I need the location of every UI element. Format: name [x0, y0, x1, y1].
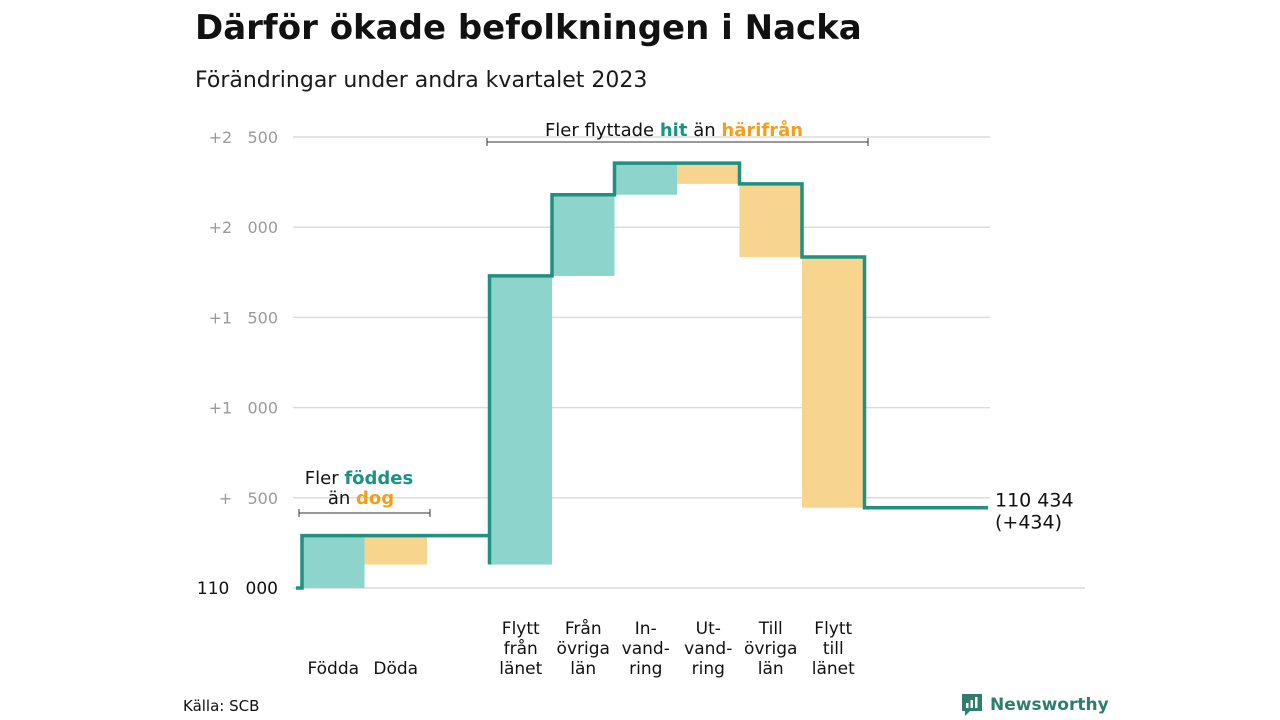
end-value-text: 110 434: [995, 490, 1074, 512]
annotations: Fler föddes än dog Fler flyttade hit än …: [298, 119, 869, 517]
grid-lines: [293, 136, 1085, 589]
brand: Newsworthy: [960, 692, 1109, 718]
x-category-label: Till: [758, 619, 783, 639]
chart-title: Därför ökade befolkningen i Nacka: [195, 8, 862, 48]
bar-increase: [489, 275, 552, 565]
bar-decrease: [739, 183, 802, 257]
x-category-label: ring: [692, 659, 725, 679]
x-category-label: länet: [812, 659, 855, 679]
y-tick-label: +2 500: [209, 128, 278, 147]
bar-decrease: [677, 163, 740, 184]
x-category-label: Från: [565, 618, 602, 639]
x-category-label: Flytt: [502, 619, 540, 639]
x-category-label: län: [570, 659, 596, 679]
x-category-label: In-: [635, 619, 657, 639]
bar-decrease: [802, 256, 865, 508]
births-highlight: föddes: [344, 468, 413, 489]
x-category-label: län: [758, 659, 784, 679]
y-tick-label: 110 000: [197, 579, 278, 599]
bar-increase: [302, 535, 365, 588]
y-tick-label: +1 000: [209, 399, 278, 418]
x-category-label: till: [823, 639, 844, 659]
deaths-highlight: dog: [356, 488, 394, 509]
x-category-label: från: [504, 638, 538, 659]
y-axis-ticks: 110 000 + 500 +1 000 +1 500 +2 000 +2 500: [197, 128, 278, 599]
births-annotation-line1: Fler föddes: [305, 468, 413, 489]
x-category-label: Ut-: [696, 619, 721, 639]
end-value-text: (+434): [995, 512, 1062, 534]
x-category-label: vand-: [684, 639, 732, 659]
cumulative-step-line: [296, 161, 988, 590]
end-value-label: 110 434(+434): [995, 490, 1074, 534]
moves-away-highlight: härifrån: [721, 119, 803, 141]
births-annotation-line2: än dog: [328, 488, 394, 509]
y-tick-label: +2 000: [209, 218, 278, 237]
x-axis-labels: Födda DödaFlyttfrånlänetFrånövrigalänIn-v…: [307, 618, 855, 679]
x-category-label: övriga: [557, 639, 610, 659]
newsworthy-logo-icon: [962, 694, 982, 716]
x-category-label: övriga: [744, 639, 797, 659]
y-tick-label: + 500: [219, 489, 278, 508]
bar-increase: [614, 163, 677, 195]
x-category-label: ring: [629, 659, 662, 679]
moves-annotation: Fler flyttade hit än härifrån: [545, 119, 803, 141]
moves-hit-highlight: hit: [660, 120, 688, 141]
x-category-label: länet: [499, 659, 542, 679]
source-note: Källa: SCB: [183, 697, 260, 715]
x-category-label: Döda: [373, 659, 418, 679]
x-category-label: vand-: [622, 639, 670, 659]
bars: [302, 163, 865, 588]
chart-subtitle: Förändringar under andra kvartalet 2023: [195, 68, 648, 93]
x-category-label: Flytt: [814, 619, 852, 639]
x-category-label: Födda: [307, 659, 359, 679]
bar-increase: [552, 194, 615, 276]
bar-decrease: [364, 535, 427, 565]
brand-name: Newsworthy: [990, 695, 1109, 715]
y-tick-label: +1 500: [209, 308, 278, 327]
